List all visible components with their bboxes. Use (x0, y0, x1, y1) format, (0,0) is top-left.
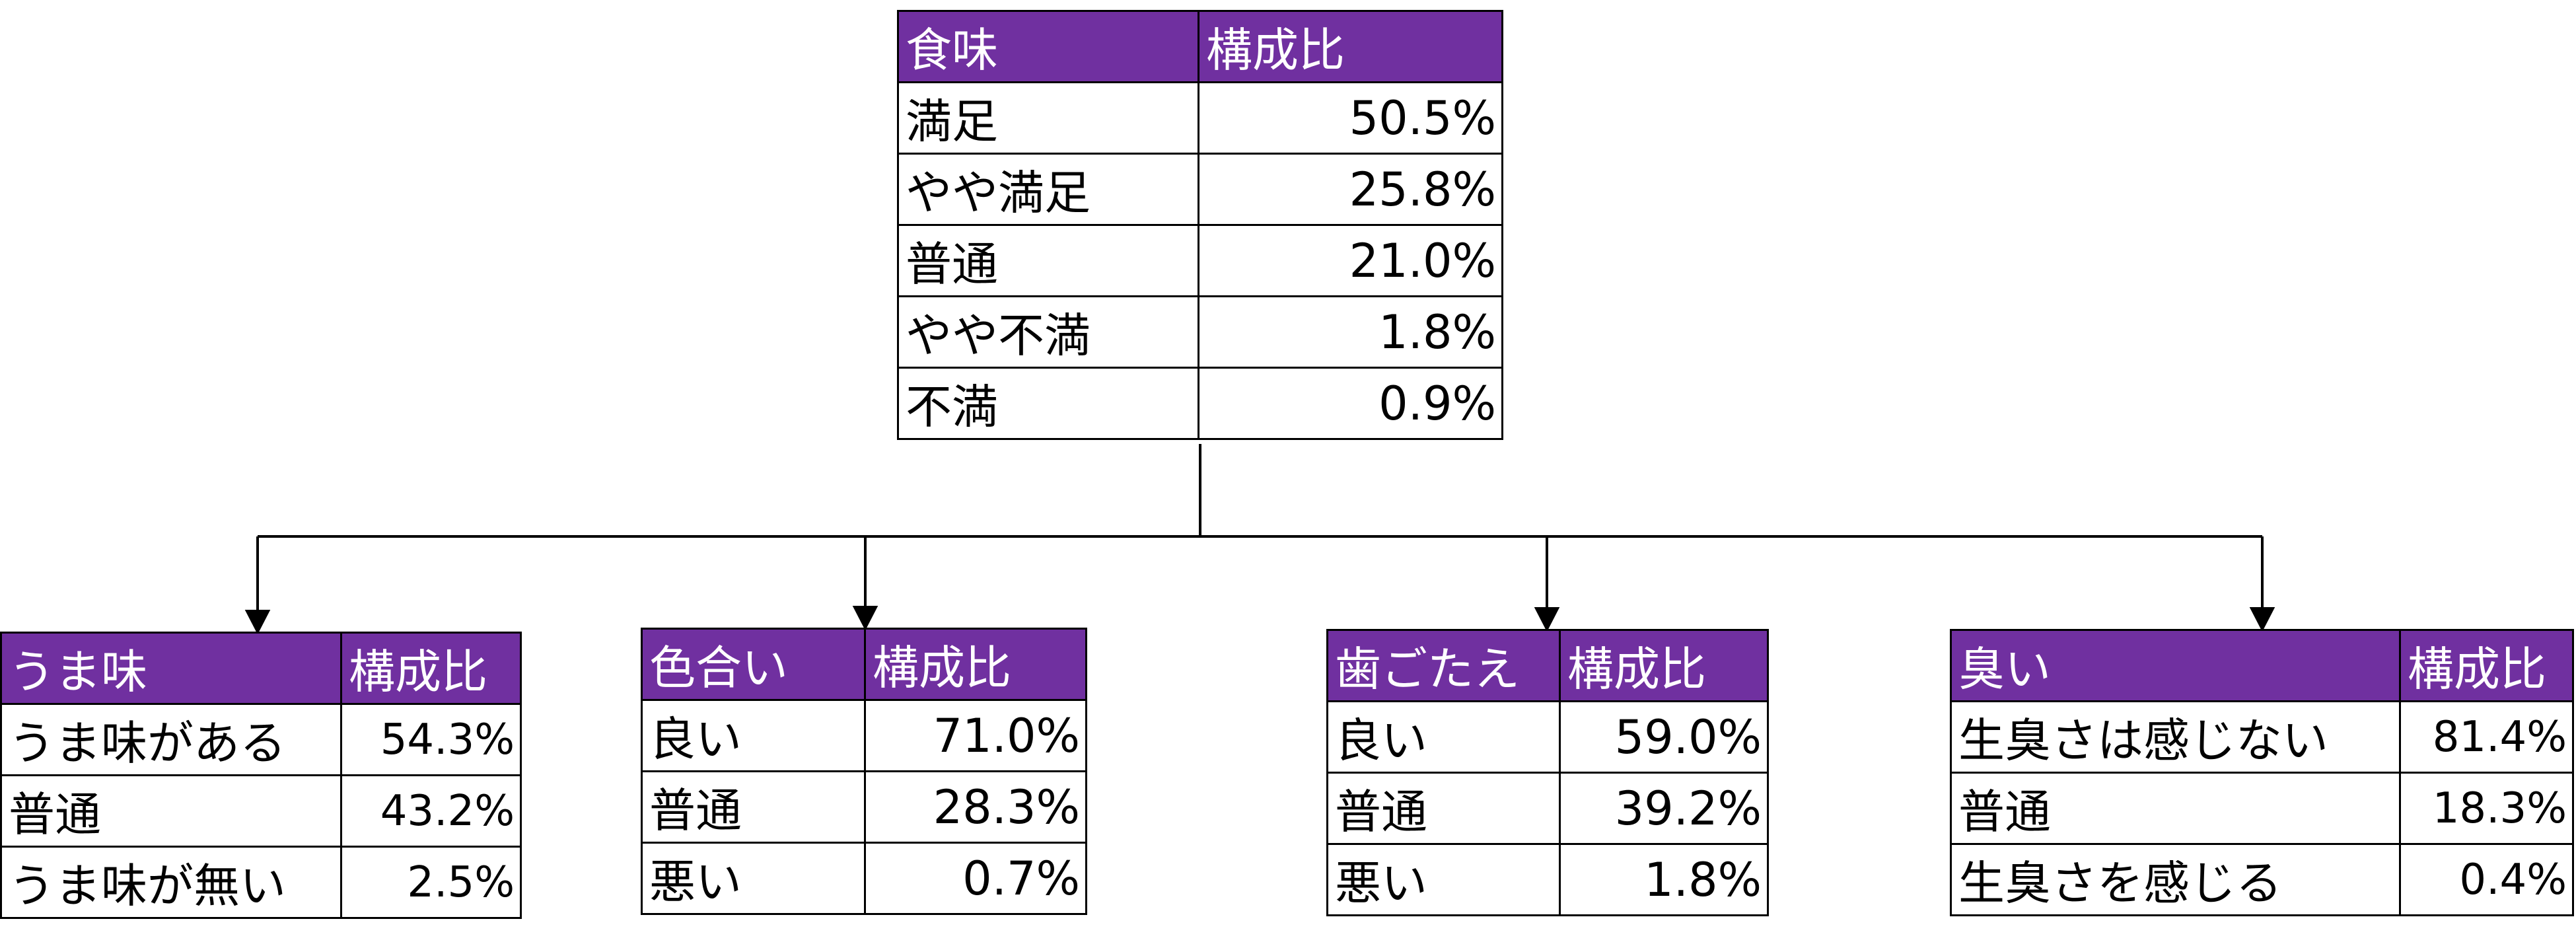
row-value: 21.0% (1198, 224, 1503, 297)
row-label: うま味がある (0, 703, 342, 776)
table-row: 生臭さは感じない 81.4% (1950, 700, 2574, 774)
row-label: 悪い (641, 842, 866, 915)
umami-table: うま味 構成比 うま味がある 54.3% 普通 43.2% うま味が無い 2.5… (0, 632, 522, 919)
header-ratio: 構成比 (1559, 629, 1769, 702)
row-label: やや不満 (897, 295, 1199, 369)
row-value: 43.2% (340, 774, 522, 848)
row-label: うま味が無い (0, 846, 342, 919)
row-value: 39.2% (1559, 772, 1769, 845)
row-label: 良い (641, 699, 866, 772)
table-row: 悪い 0.7% (641, 842, 1087, 915)
row-label: 満足 (897, 81, 1199, 155)
arrow-umami-head (244, 610, 271, 635)
row-label: 普通 (897, 224, 1199, 297)
table-header-row: うま味 構成比 (0, 632, 522, 705)
table-header-row: 色合い 構成比 (641, 628, 1087, 701)
table-row: 悪い 1.8% (1326, 843, 1769, 916)
table-row: 普通 18.3% (1950, 772, 2574, 845)
header-category: 臭い (1950, 629, 2401, 702)
taste-table: 食味 構成比 満足 50.5% やや満足 25.8% 普通 21.0% やや不満… (897, 10, 1503, 440)
table-row: 普通 21.0% (897, 224, 1503, 297)
row-label: 普通 (1950, 772, 2401, 845)
table-row: 普通 28.3% (641, 770, 1087, 844)
table-row: やや満足 25.8% (897, 153, 1503, 226)
header-category: うま味 (0, 632, 342, 705)
header-ratio: 構成比 (2399, 629, 2574, 702)
arrow-smell-head (2249, 607, 2275, 632)
row-label: 生臭さを感じる (1950, 843, 2401, 916)
row-value: 0.7% (864, 842, 1087, 915)
color-table: 色合い 構成比 良い 71.0% 普通 28.3% 悪い 0.7% (641, 628, 1087, 915)
row-value: 25.8% (1198, 153, 1503, 226)
header-category: 歯ごたえ (1326, 629, 1561, 702)
smell-table: 臭い 構成比 生臭さは感じない 81.4% 普通 18.3% 生臭さを感じる 0… (1950, 629, 2574, 916)
row-label: 普通 (641, 770, 866, 844)
table-row: 良い 71.0% (641, 699, 1087, 772)
header-category: 色合い (641, 628, 866, 701)
row-label: 生臭さは感じない (1950, 700, 2401, 774)
table-header-row: 歯ごたえ 構成比 (1326, 629, 1769, 702)
arrow-texture-head (1534, 607, 1560, 632)
arrow-color-head (852, 606, 878, 631)
table-row: やや不満 1.8% (897, 295, 1503, 369)
row-value: 59.0% (1559, 700, 1769, 774)
table-row: 普通 43.2% (0, 774, 522, 848)
header-ratio: 構成比 (864, 628, 1087, 701)
header-ratio: 構成比 (340, 632, 522, 705)
row-value: 0.9% (1198, 367, 1503, 440)
texture-table: 歯ごたえ 構成比 良い 59.0% 普通 39.2% 悪い 1.8% (1326, 629, 1769, 916)
row-label: 普通 (0, 774, 342, 848)
table-row: 不満 0.9% (897, 367, 1503, 440)
row-value: 81.4% (2399, 700, 2574, 774)
row-value: 1.8% (1198, 295, 1503, 369)
row-label: 普通 (1326, 772, 1561, 845)
row-value: 1.8% (1559, 843, 1769, 916)
row-value: 18.3% (2399, 772, 2574, 845)
table-row: 普通 39.2% (1326, 772, 1769, 845)
row-value: 54.3% (340, 703, 522, 776)
header-ratio: 構成比 (1198, 10, 1503, 83)
row-value: 2.5% (340, 846, 522, 919)
table-row: うま味がある 54.3% (0, 703, 522, 776)
table-header-row: 臭い 構成比 (1950, 629, 2574, 702)
row-value: 28.3% (864, 770, 1087, 844)
row-value: 0.4% (2399, 843, 2574, 916)
table-row: 満足 50.5% (897, 81, 1503, 155)
table-row: うま味が無い 2.5% (0, 846, 522, 919)
row-label: 良い (1326, 700, 1561, 774)
row-value: 50.5% (1198, 81, 1503, 155)
row-label: 悪い (1326, 843, 1561, 916)
row-label: 不満 (897, 367, 1199, 440)
table-row: 生臭さを感じる 0.4% (1950, 843, 2574, 916)
table-header-row: 食味 構成比 (897, 10, 1503, 83)
row-label: やや満足 (897, 153, 1199, 226)
header-category: 食味 (897, 10, 1199, 83)
row-value: 71.0% (864, 699, 1087, 772)
table-row: 良い 59.0% (1326, 700, 1769, 774)
